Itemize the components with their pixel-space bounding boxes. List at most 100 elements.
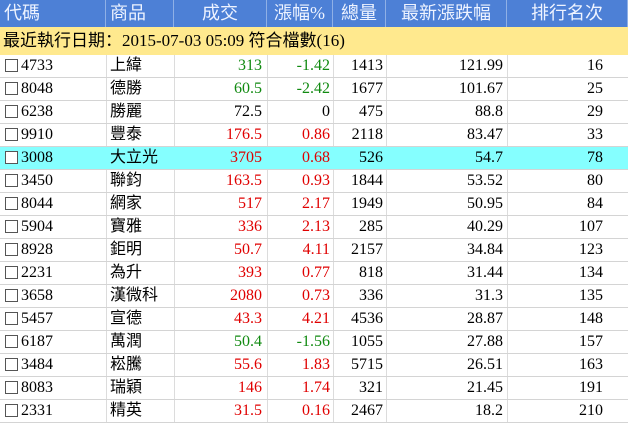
table-row[interactable]: 2331 精英 31.5 0.16 2467 18.2 210 <box>0 400 628 423</box>
table-row[interactable]: 8048 德勝 60.5 -2.42 1677 101.67 25 <box>0 78 628 101</box>
checkbox[interactable] <box>5 243 18 256</box>
checkbox[interactable] <box>5 358 18 371</box>
price: 176.5 <box>226 126 262 143</box>
checkbox[interactable] <box>5 266 18 279</box>
checkbox[interactable] <box>5 59 18 72</box>
volume: 5715 <box>351 356 383 373</box>
stock-code: 5457 <box>21 310 53 327</box>
stock-code: 9910 <box>21 126 53 143</box>
table-row[interactable]: 5904 寶雅 336 2.13 285 40.29 107 <box>0 216 628 239</box>
stock-name: 鉅明 <box>110 241 143 258</box>
stock-name: 漢微科 <box>110 287 159 304</box>
rank: 84 <box>587 195 603 212</box>
column-header[interactable]: 商品 <box>106 0 174 27</box>
volume: 1949 <box>351 195 383 212</box>
table-row[interactable]: 5457 宣德 43.3 4.21 4536 28.87 148 <box>0 308 628 331</box>
latest-change: 28.87 <box>467 310 503 327</box>
change-percent: -1.56 <box>296 333 330 350</box>
change-percent: 1.83 <box>302 356 330 373</box>
checkbox[interactable] <box>5 381 18 394</box>
table-row[interactable]: 3008 大立光 3705 0.68 526 54.7 78 <box>0 147 628 170</box>
price: 50.7 <box>234 241 262 258</box>
stock-code: 8928 <box>21 241 53 258</box>
latest-change: 21.45 <box>467 379 503 396</box>
rank: 157 <box>579 333 603 350</box>
stock-code: 5904 <box>21 218 53 235</box>
change-percent: 0.68 <box>302 149 330 166</box>
grid-line <box>174 55 175 423</box>
change-percent: 0 <box>322 103 330 120</box>
price: 55.6 <box>234 356 262 373</box>
column-header[interactable]: 最新漲跌幅 <box>386 0 507 27</box>
latest-change: 34.84 <box>467 241 503 258</box>
table-header: 代碼 商品 成交 漲幅% 總量 最新漲跌幅 排行名次 <box>0 0 628 27</box>
rank: 135 <box>579 287 603 304</box>
stock-code: 3658 <box>21 287 53 304</box>
checkbox[interactable] <box>5 174 18 187</box>
volume: 2467 <box>351 402 383 419</box>
table-row[interactable]: 6238 勝麗 72.5 0 475 88.8 29 <box>0 101 628 124</box>
change-percent: 1.74 <box>302 379 330 396</box>
table-row[interactable]: 2231 為升 393 0.77 818 31.44 134 <box>0 262 628 285</box>
rank: 134 <box>579 264 603 281</box>
stock-code: 3450 <box>21 172 53 189</box>
change-percent: 4.11 <box>302 241 330 258</box>
rank: 80 <box>587 172 603 189</box>
checkbox[interactable] <box>5 289 18 302</box>
change-percent: 2.13 <box>302 218 330 235</box>
latest-change: 121.99 <box>459 57 503 74</box>
stock-code: 8044 <box>21 195 53 212</box>
stock-name: 聯鈞 <box>110 172 143 189</box>
column-header[interactable]: 代碼 <box>0 0 106 27</box>
change-percent: 0.77 <box>302 264 330 281</box>
grid-line <box>106 55 107 423</box>
stock-name: 萬潤 <box>110 333 143 350</box>
table-row[interactable]: 3450 聯鈞 163.5 0.93 1844 53.52 80 <box>0 170 628 193</box>
table-row[interactable]: 3484 崧騰 55.6 1.83 5715 26.51 163 <box>0 354 628 377</box>
stock-name: 瑞穎 <box>110 379 143 396</box>
column-header[interactable]: 成交 <box>174 0 267 27</box>
checkbox[interactable] <box>5 82 18 95</box>
table-row[interactable]: 8044 網家 517 2.17 1949 50.95 84 <box>0 193 628 216</box>
latest-change: 54.7 <box>475 149 503 166</box>
column-header[interactable]: 漲幅% <box>267 0 333 27</box>
grid-line <box>386 55 387 423</box>
checkbox[interactable] <box>5 105 18 118</box>
stock-name: 崧騰 <box>110 356 143 373</box>
volume: 1055 <box>351 333 383 350</box>
price: 2080 <box>230 287 262 304</box>
table-row[interactable]: 4733 上緯 313 -1.42 1413 121.99 16 <box>0 55 628 78</box>
table-row[interactable]: 6187 萬潤 50.4 -1.56 1055 27.88 157 <box>0 331 628 354</box>
latest-change: 101.67 <box>459 80 503 97</box>
change-percent: 0.73 <box>302 287 330 304</box>
latest-change: 40.29 <box>467 218 503 235</box>
price: 313 <box>238 57 262 74</box>
column-header[interactable]: 總量 <box>333 0 386 27</box>
checkbox[interactable] <box>5 312 18 325</box>
table-row[interactable]: 3658 漢微科 2080 0.73 336 31.3 135 <box>0 285 628 308</box>
stock-code: 6238 <box>21 103 53 120</box>
volume: 321 <box>359 379 383 396</box>
stock-code: 6187 <box>21 333 53 350</box>
table-row[interactable]: 8928 鉅明 50.7 4.11 2157 34.84 123 <box>0 239 628 262</box>
rank: 25 <box>587 80 603 97</box>
price: 146 <box>238 379 262 396</box>
volume: 285 <box>359 218 383 235</box>
table-row[interactable]: 9910 豐泰 176.5 0.86 2118 83.47 33 <box>0 124 628 147</box>
checkbox[interactable] <box>5 197 18 210</box>
checkbox[interactable] <box>5 128 18 141</box>
checkbox[interactable] <box>5 404 18 417</box>
column-header[interactable]: 排行名次 <box>507 0 628 27</box>
volume: 336 <box>359 287 383 304</box>
stock-code: 3484 <box>21 356 53 373</box>
checkbox[interactable] <box>5 335 18 348</box>
checkbox[interactable] <box>5 151 18 164</box>
volume: 818 <box>359 264 383 281</box>
rank: 107 <box>579 218 603 235</box>
table-row[interactable]: 8083 瑞穎 146 1.74 321 21.45 191 <box>0 377 628 400</box>
rank: 210 <box>579 402 603 419</box>
change-percent: 0.16 <box>302 402 330 419</box>
stock-name: 宣德 <box>110 310 143 327</box>
checkbox[interactable] <box>5 220 18 233</box>
